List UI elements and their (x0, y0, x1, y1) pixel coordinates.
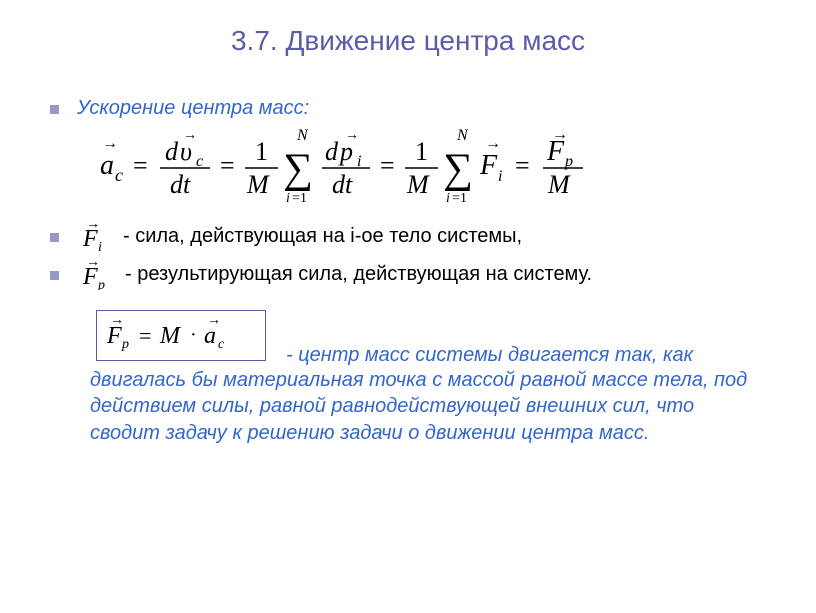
conclusion-text: двигалась бы материальная точка с массой… (90, 367, 766, 446)
svg-text:F: F (106, 323, 122, 349)
svg-text:=: = (133, 151, 148, 180)
svg-text:M: M (159, 323, 182, 349)
svg-text:dt: dt (332, 170, 353, 199)
svg-text:∑: ∑ (443, 146, 473, 192)
svg-text:p: p (121, 337, 129, 351)
bullet-text-1: Ускорение центра масс: (77, 97, 309, 120)
svg-text:1: 1 (415, 137, 428, 166)
svg-text:F: F (546, 136, 565, 167)
bullet-icon (50, 105, 59, 114)
svg-text:i: i (446, 191, 450, 206)
svg-text:i: i (98, 240, 102, 252)
svg-text:c: c (115, 165, 123, 185)
svg-text:i: i (286, 191, 290, 206)
svg-text:=: = (515, 151, 530, 180)
svg-text:p: p (338, 137, 353, 166)
svg-text:p: p (97, 278, 105, 290)
svg-text:F: F (82, 264, 98, 290)
svg-text:=: = (380, 151, 395, 180)
fi-symbol: → F i (81, 220, 111, 252)
svg-text:=: = (452, 191, 460, 206)
bullet-icon (50, 233, 59, 242)
svg-text:υ: υ (180, 137, 192, 166)
svg-text:dt: dt (170, 170, 191, 199)
svg-text:d: d (325, 137, 339, 166)
conclusion-lead: - центр масс системы двигается так, как (286, 344, 693, 367)
svg-text:a: a (100, 150, 114, 181)
svg-text:=: = (139, 323, 151, 348)
svg-text:M: M (547, 170, 571, 199)
main-equation: → a c = d → υ c dt = 1 M N ∑ (100, 128, 766, 206)
bullet-acceleration: Ускорение центра масс: (50, 97, 766, 120)
svg-text:∑: ∑ (283, 146, 313, 192)
svg-text:F: F (479, 150, 498, 181)
fp-desc: - результирующая сила, действующая на си… (125, 263, 592, 286)
svg-text:N: N (296, 128, 309, 144)
boxed-equation: → F p = M · → a c (96, 310, 266, 361)
svg-text:i: i (498, 168, 502, 185)
svg-text:1: 1 (255, 137, 268, 166)
svg-text:1: 1 (300, 191, 307, 206)
svg-text:M: M (246, 170, 270, 199)
slide-title: 3.7. Движение центра масс (50, 25, 766, 57)
svg-text:a: a (204, 323, 216, 349)
svg-text:1: 1 (460, 191, 467, 206)
bullet-icon (50, 271, 59, 280)
svg-text:M: M (406, 170, 430, 199)
bullet-fi: → F i - сила, действующая на i-ое тело с… (50, 220, 766, 252)
fp-symbol: → F p (81, 258, 113, 290)
svg-text:=: = (220, 151, 235, 180)
svg-text:F: F (82, 226, 98, 252)
svg-text:N: N (456, 128, 469, 144)
boxed-row: → F p = M · → a c - центр масс системы д… (50, 296, 766, 367)
svg-text:c: c (218, 337, 225, 351)
bullet-fp: → F p - результирующая сила, действующая… (50, 258, 766, 290)
svg-text:=: = (292, 191, 300, 206)
svg-text:·: · (190, 324, 197, 346)
fi-desc: - сила, действующая на i-ое тело системы… (123, 225, 522, 248)
svg-text:d: d (165, 137, 179, 166)
slide: 3.7. Движение центра масс Ускорение цент… (0, 0, 816, 613)
